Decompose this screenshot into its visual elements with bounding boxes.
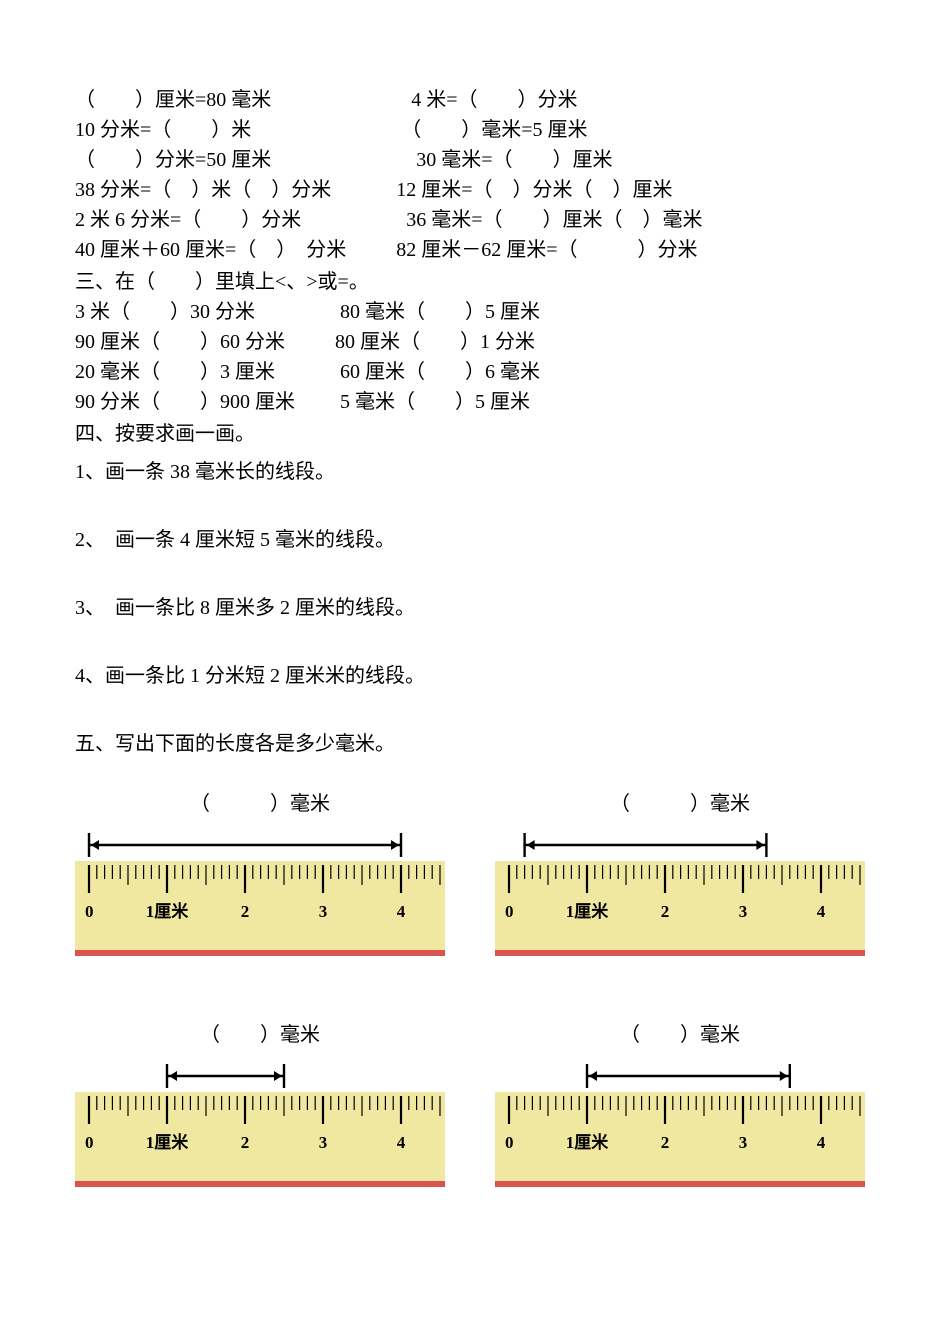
ruler-svg: 0 1厘米 2 3 4 xyxy=(495,825,865,956)
svg-text:2: 2 xyxy=(661,1133,670,1152)
ruler-svg: 0 1厘米 2 3 4 xyxy=(495,1056,865,1187)
ruler-item: （ ）毫米 0 1厘米 2 3 4 xyxy=(495,789,865,965)
section5-title: 五、写出下面的长度各是多少毫米。 xyxy=(75,729,875,759)
conv-1a: （ ）厘米=80 毫米 xyxy=(75,89,271,111)
cmp-3b: 60 厘米（ ）6 毫米 xyxy=(340,361,540,383)
cmp-line-4: 90 分米（ ）900 厘米 5 毫米（ ）5 厘米 xyxy=(75,387,875,417)
svg-text:4: 4 xyxy=(817,1133,826,1152)
svg-text:4: 4 xyxy=(397,902,406,921)
conv-6b: 82 厘米－62 厘米=（ ）分米 xyxy=(396,239,697,261)
conv-5b: 36 毫米=（ ）厘米（ ）毫米 xyxy=(406,209,702,231)
cmp-1b: 80 毫米（ ）5 厘米 xyxy=(340,301,540,323)
ruler-item: （ ）毫米 0 1厘米 2 3 4 xyxy=(495,1020,865,1196)
conv-line-3: （ ）分米=50 厘米 30 毫米=（ ）厘米 xyxy=(75,145,875,175)
svg-text:2: 2 xyxy=(241,902,250,921)
conv-line-2: 10 分米=（ ）米 （ ）毫米=5 厘米 xyxy=(75,115,875,145)
cmp-line-2: 90 厘米（ ）60 分米 80 厘米（ ）1 分米 xyxy=(75,327,875,357)
svg-text:1厘米: 1厘米 xyxy=(566,1132,609,1152)
ruler-measure-label: （ ）毫米 xyxy=(495,789,865,819)
conv-3b: 30 毫米=（ ）厘米 xyxy=(416,149,612,171)
cmp-2a: 90 厘米（ ）60 分米 xyxy=(75,331,285,353)
conv-line-6: 40 厘米＋60 厘米=（ ） 分米 82 厘米－62 厘米=（ ）分米 xyxy=(75,235,875,265)
section4-q3: 3、 画一条比 8 厘米多 2 厘米的线段。 xyxy=(75,593,875,623)
ruler-item: （ ）毫米 0 1厘米 2 3 4 xyxy=(75,789,445,965)
svg-text:2: 2 xyxy=(241,1133,250,1152)
section4-q1: 1、画一条 38 毫米长的线段。 xyxy=(75,457,875,487)
svg-text:3: 3 xyxy=(319,1133,328,1152)
conv-line-5: 2 米 6 分米=（ ）分米 36 毫米=（ ）厘米（ ）毫米 xyxy=(75,205,875,235)
ruler-measure-label: （ ）毫米 xyxy=(75,789,445,819)
svg-text:1厘米: 1厘米 xyxy=(566,901,609,921)
cmp-2b: 80 厘米（ ）1 分米 xyxy=(335,331,535,353)
ruler-item: （ ）毫米 0 1厘米 2 3 4 xyxy=(75,1020,445,1196)
svg-text:4: 4 xyxy=(817,902,826,921)
cmp-3a: 20 毫米（ ）3 厘米 xyxy=(75,361,275,383)
svg-text:0: 0 xyxy=(85,1133,94,1152)
section4-title: 四、按要求画一画。 xyxy=(75,419,875,449)
cmp-4b: 5 毫米（ ）5 厘米 xyxy=(340,391,530,413)
conv-6a: 40 厘米＋60 厘米=（ ） 分米 xyxy=(75,239,346,261)
svg-text:1厘米: 1厘米 xyxy=(146,1132,189,1152)
conv-4b: 12 厘米=（ ）分米（ ）厘米 xyxy=(396,179,672,201)
ruler-measure-label: （ ）毫米 xyxy=(75,1020,445,1050)
conv-line-4: 38 分米=（ ）米（ ）分米 12 厘米=（ ）分米（ ）厘米 xyxy=(75,175,875,205)
ruler-svg: 0 1厘米 2 3 4 xyxy=(75,1056,445,1187)
svg-text:1厘米: 1厘米 xyxy=(146,901,189,921)
ruler-svg: 0 1厘米 2 3 4 xyxy=(75,825,445,956)
cmp-line-3: 20 毫米（ ）3 厘米 60 厘米（ ）6 毫米 xyxy=(75,357,875,387)
ruler-measure-label: （ ）毫米 xyxy=(495,1020,865,1050)
section4-q4: 4、画一条比 1 分米短 2 厘米米的线段。 xyxy=(75,661,875,691)
cmp-4a: 90 分米（ ）900 厘米 xyxy=(75,391,295,413)
cmp-1a: 3 米（ ）30 分米 xyxy=(75,301,255,323)
conv-5a: 2 米 6 分米=（ ）分米 xyxy=(75,209,301,231)
svg-text:0: 0 xyxy=(505,1133,514,1152)
conv-2b: （ ）毫米=5 厘米 xyxy=(411,119,587,141)
conv-4a: 38 分米=（ ）米（ ）分米 xyxy=(75,179,331,201)
cmp-line-1: 3 米（ ）30 分米 80 毫米（ ）5 厘米 xyxy=(75,297,875,327)
svg-text:3: 3 xyxy=(739,1133,748,1152)
conv-3a: （ ）分米=50 厘米 xyxy=(75,149,271,171)
rulers-grid: （ ）毫米01厘米234（ ）毫米01厘米234（ ）毫米01厘米234（ ）毫… xyxy=(75,789,875,1196)
svg-text:4: 4 xyxy=(397,1133,406,1152)
svg-text:0: 0 xyxy=(85,902,94,921)
conv-line-1: （ ）厘米=80 毫米 4 米=（ ）分米 xyxy=(75,85,875,115)
svg-text:3: 3 xyxy=(739,902,748,921)
conv-1b: 4 米=（ ）分米 xyxy=(411,89,577,111)
section4-q2: 2、 画一条 4 厘米短 5 毫米的线段。 xyxy=(75,525,875,555)
conv-2a: 10 分米=（ ）米 xyxy=(75,119,251,141)
svg-text:0: 0 xyxy=(505,902,514,921)
svg-text:3: 3 xyxy=(319,902,328,921)
section3-title: 三、在（ ）里填上<、>或=。 xyxy=(75,267,875,297)
svg-text:2: 2 xyxy=(661,902,670,921)
